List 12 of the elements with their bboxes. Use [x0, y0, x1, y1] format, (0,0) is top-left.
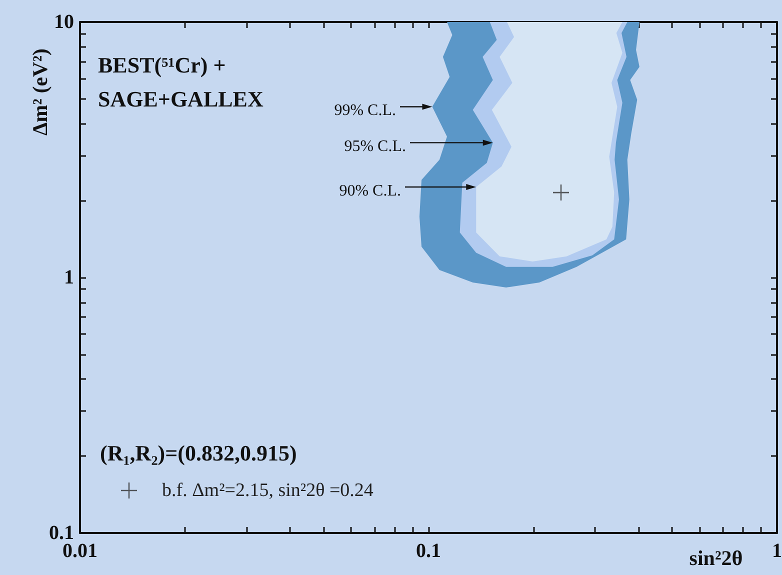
x-axis-title: sin²2θ [689, 546, 743, 570]
annotation: 90% C.L. [339, 182, 401, 200]
annotation: 99% C.L. [334, 102, 396, 120]
annotation: (R₁,R₂)=(0.832,0.915) [100, 440, 297, 466]
x-tick-label: 1 [772, 540, 782, 562]
annotation: 95% C.L. [344, 138, 406, 156]
x-tick-label: 0.1 [416, 540, 441, 562]
y-tick-label: 1 [64, 266, 74, 288]
annotation: BEST(⁵¹Cr) + SAGE+GALLEX [98, 52, 264, 112]
y-axis-title: Δm² (eV²) [28, 48, 52, 136]
y-tick-label: 10 [54, 11, 74, 33]
legend-label: b.f. Δm²=2.15, sin²2θ =0.24 [162, 480, 374, 501]
